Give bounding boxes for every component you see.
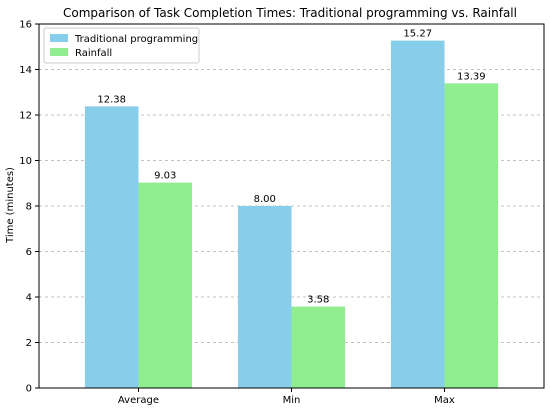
y-axis-ticks: 0 2 4 6 8 10 12 14 16 bbox=[19, 20, 39, 395]
y-tick-label: 6 bbox=[26, 247, 32, 258]
legend-swatch bbox=[50, 34, 68, 42]
y-tick-label: 0 bbox=[26, 384, 32, 395]
bar-traditional-programming-max bbox=[390, 40, 445, 389]
data-label: 9.03 bbox=[154, 171, 176, 182]
y-tick-label: 10 bbox=[19, 156, 32, 167]
y-tick-label: 16 bbox=[19, 20, 32, 31]
data-label: 12.38 bbox=[97, 94, 126, 105]
data-label: 8.00 bbox=[254, 194, 276, 205]
legend: Traditional programming Rainfall bbox=[43, 27, 200, 64]
legend-label: Rainfall bbox=[75, 48, 112, 59]
x-tick-label: Min bbox=[283, 395, 301, 406]
legend-label: Traditional programming bbox=[74, 34, 198, 45]
bar-rainfall-min bbox=[291, 306, 346, 388]
data-label: 13.39 bbox=[457, 71, 486, 82]
bar-rainfall-max bbox=[444, 83, 499, 388]
bar-traditional-programming-average bbox=[84, 106, 139, 388]
bars bbox=[84, 40, 499, 389]
x-axis-ticks: Average Min Max bbox=[118, 388, 455, 406]
legend-box bbox=[43, 27, 200, 64]
value-labels: 12.38 9.03 8.00 3.58 15.27 13.39 bbox=[97, 29, 485, 306]
data-label: 3.58 bbox=[307, 295, 329, 306]
chart-title: Comparison of Task Completion Times: Tra… bbox=[63, 6, 517, 20]
y-tick-label: 4 bbox=[26, 293, 32, 304]
bar-traditional-programming-min bbox=[237, 206, 292, 388]
x-tick-label: Average bbox=[118, 395, 159, 406]
y-axis-label: Time (minutes) bbox=[5, 167, 16, 244]
y-tick-label: 14 bbox=[19, 65, 32, 76]
legend-swatch bbox=[50, 48, 68, 56]
y-tick-label: 2 bbox=[26, 338, 32, 349]
y-tick-label: 12 bbox=[19, 111, 32, 122]
x-tick-label: Max bbox=[434, 395, 455, 406]
data-label: 15.27 bbox=[403, 29, 432, 40]
y-tick-label: 8 bbox=[26, 202, 32, 213]
bar-rainfall-average bbox=[138, 182, 193, 388]
